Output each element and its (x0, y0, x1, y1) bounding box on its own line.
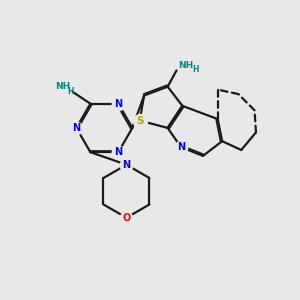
Text: N: N (114, 147, 122, 157)
Text: N: N (122, 160, 130, 170)
Text: NH: NH (178, 61, 193, 70)
Text: N: N (114, 99, 122, 109)
Text: O: O (122, 213, 130, 223)
Text: H: H (67, 87, 74, 96)
Text: H: H (192, 65, 199, 74)
Text: NH: NH (55, 82, 70, 91)
Text: N: N (72, 123, 80, 133)
Text: S: S (136, 116, 143, 126)
Text: N: N (177, 142, 185, 152)
